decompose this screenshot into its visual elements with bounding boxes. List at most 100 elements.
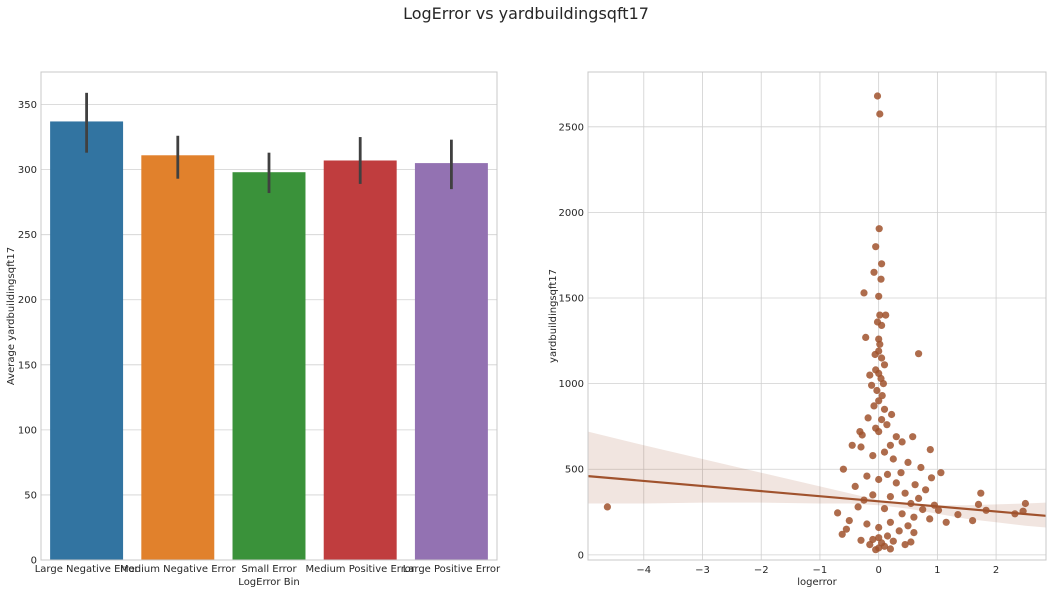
scatter-chart-y-ticks: 0 500 1000 1500 2000 2500 [559, 122, 584, 561]
scatter-point [875, 428, 883, 436]
scatter-point [904, 522, 912, 530]
scatter-point [873, 386, 881, 395]
scatter-point [873, 92, 882, 100]
scatter-point [845, 517, 853, 525]
scatter-point [886, 545, 895, 553]
scatter-point [858, 431, 866, 439]
scatter-point [872, 546, 880, 554]
scatter-point [888, 410, 896, 419]
scatter-chart-y-tick-label: 2500 [559, 122, 584, 133]
scatter-point [863, 472, 871, 480]
scatter-point [901, 541, 909, 549]
regression-line [587, 475, 1047, 517]
scatter-point [877, 275, 885, 283]
scatter-point [907, 538, 915, 546]
scatter-point [869, 452, 877, 460]
scatter-point [878, 260, 886, 268]
scatter-chart-x-ticks: −4 −3 −2 −1 0 1 2 [636, 565, 999, 576]
scatter-point [897, 469, 905, 477]
scatter-point [927, 474, 936, 482]
scatter-point [839, 465, 848, 473]
scatter-chart-y-tick-label: 0 [578, 550, 584, 561]
scatter-chart-x-tick-label: 1 [934, 565, 940, 576]
scatter-point [898, 510, 906, 518]
scatter-point [838, 530, 846, 538]
scatter-point [876, 110, 884, 118]
scatter-point [919, 505, 927, 514]
scatter-point [1021, 499, 1029, 508]
scatter-chart-gridlines [588, 72, 1046, 560]
scatter-point [882, 311, 890, 319]
bar-chart-bars [50, 121, 488, 561]
scatter-point [901, 489, 909, 497]
scatter-point [910, 529, 918, 537]
bar-chart-x-tick-label: Small Error [241, 564, 297, 575]
bar [141, 155, 215, 560]
scatter-point [909, 433, 917, 441]
scatter-point [875, 397, 883, 405]
bar-chart-y-tick-label: 150 [18, 360, 37, 371]
scatter-point [879, 380, 888, 388]
scatter-point [603, 503, 612, 511]
scatter-point [875, 292, 883, 300]
scatter-point [886, 441, 895, 449]
scatter-point [848, 441, 856, 449]
scatter-point [842, 525, 851, 533]
scatter-point [834, 509, 842, 517]
bar-chart-x-tick-label: Medium Negative Error [120, 564, 236, 575]
scatter-point [875, 225, 883, 233]
scatter-chart-x-tick-label: −1 [813, 565, 828, 576]
bar-chart-y-axis-label: Average yardbuildingsqft17 [6, 247, 17, 385]
scatter-point [892, 479, 900, 487]
scatter-point [876, 311, 884, 319]
scatter-point [878, 392, 886, 400]
scatter-chart-x-axis-label: logerror [797, 577, 837, 588]
scatter-point [872, 243, 880, 251]
regression-confidence-band [588, 431, 1046, 528]
scatter-point [915, 350, 923, 358]
scatter-point [869, 491, 877, 499]
bar-chart-y-tick-label: 250 [18, 230, 37, 241]
scatter-chart-y-tick-label: 1000 [559, 379, 584, 390]
scatter-point [866, 371, 874, 379]
scatter-point [878, 416, 886, 424]
scatter-chart-x-tick-label: 2 [993, 565, 999, 576]
scatter-point [911, 481, 919, 489]
scatter-point [917, 463, 925, 472]
scatter-point [857, 536, 865, 544]
scatter-point [883, 421, 891, 429]
bar-chart-y-tick-label: 50 [24, 490, 37, 501]
scatter-point [883, 470, 892, 478]
scatter-point [904, 458, 912, 466]
scatter-point [883, 532, 892, 540]
scatter-point [889, 455, 897, 463]
scatter-chart-x-tick-label: −3 [695, 565, 710, 576]
bar-chart-y-tick-label: 350 [18, 100, 37, 111]
scatter-point [862, 333, 870, 341]
scatter-point [910, 513, 918, 521]
bar [50, 121, 124, 560]
scatter-point [875, 475, 883, 484]
scatter-point [878, 321, 886, 329]
bar-chart-y-ticks: 0 50 100 150 200 250 300 350 [18, 100, 37, 566]
scatter-point [876, 340, 884, 348]
scatter-point [880, 542, 889, 550]
scatter-chart-x-tick-label: −2 [754, 565, 769, 576]
scatter-point [889, 537, 897, 545]
scatter-point [868, 381, 876, 389]
bar-chart-x-tick-label: Large Positive Error [403, 564, 501, 575]
scatter-point [871, 350, 879, 359]
scatter-point [937, 469, 945, 477]
scatter-point [860, 289, 868, 297]
scatter-chart-y-axis-label: yardbuildingsqft17 [548, 269, 559, 363]
scatter-point [870, 402, 878, 410]
scatter-point [969, 517, 977, 525]
scatter-point [870, 268, 878, 276]
scatter-points [603, 92, 1029, 554]
scatter-point [857, 443, 865, 451]
scatter-point [977, 489, 985, 497]
figure-title: LogError vs yardbuildingsqft17 [403, 4, 649, 23]
bar-chart-y-tick-label: 300 [18, 165, 37, 176]
bar-chart-x-tick-label: Medium Positive Error [306, 564, 416, 575]
